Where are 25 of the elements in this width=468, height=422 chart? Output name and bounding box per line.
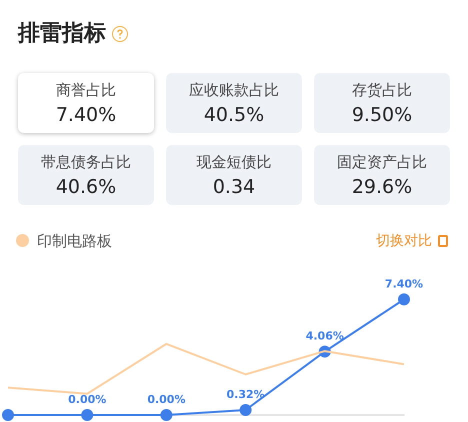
text: 固定资产占比	[336, 153, 428, 172]
data-label: 0.00%	[68, 393, 106, 406]
text: 商誉占比	[55, 81, 117, 100]
text: 排雷指标	[18, 20, 107, 48]
text: 应收账款占比	[188, 81, 280, 100]
text: 7.40%	[54, 104, 118, 126]
data-label: 0.32%	[226, 388, 265, 401]
data-label: 4.06%	[306, 330, 344, 343]
data-label: 7.40%	[384, 277, 424, 290]
text: 29.6%	[350, 176, 414, 198]
text: 带息债务占比	[40, 153, 132, 172]
point	[81, 409, 94, 421]
text: 40.6%	[54, 176, 118, 198]
text: 40.5%	[202, 104, 266, 126]
data-label: 0.00%	[147, 393, 186, 406]
text: 9.50%	[350, 104, 414, 126]
point	[398, 293, 410, 306]
point	[240, 404, 252, 416]
legend-label: 印制电路板	[36, 232, 112, 251]
point	[2, 409, 14, 421]
text: 切换对比	[376, 233, 432, 249]
text: 现金短债比	[196, 153, 272, 172]
text: 0.34	[212, 176, 256, 198]
point	[160, 409, 172, 421]
text: 存货占比	[351, 81, 413, 100]
